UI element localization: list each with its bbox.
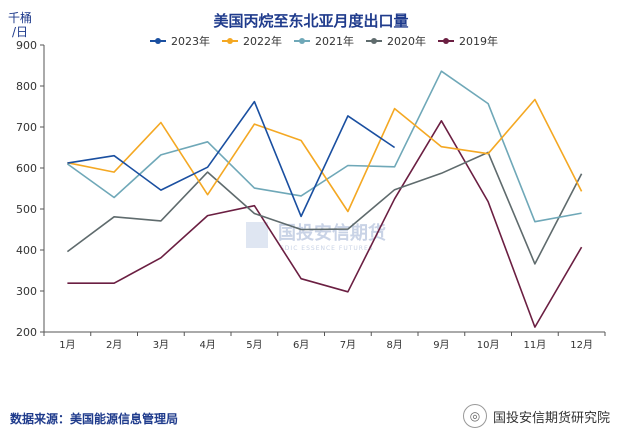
x-tick-label: 4月 — [199, 339, 215, 351]
legend-marker — [299, 38, 305, 44]
y-tick-label: 300 — [16, 285, 37, 298]
x-tick-label: 8月 — [386, 339, 402, 351]
legend-marker — [443, 38, 449, 44]
y-tick-label: 900 — [16, 39, 37, 52]
x-tick-label: 3月 — [153, 339, 169, 351]
y-tick-label: 500 — [16, 203, 37, 216]
y-tick-label: 200 — [16, 326, 37, 339]
x-tick-label: 12月 — [570, 339, 593, 351]
y-unit-line2: /日 — [12, 25, 28, 39]
brand-name: 国投安信期货研究院 — [492, 410, 610, 426]
y-tick-label: 400 — [16, 244, 37, 257]
x-tick-label: 2月 — [106, 339, 122, 351]
legend-marker — [155, 38, 161, 44]
x-tick-label: 6月 — [293, 339, 309, 351]
series-line-2022年 — [67, 98, 583, 213]
watermark-subtext: SDIC ESSENCE FUTURES — [280, 245, 374, 252]
legend: 2023年 2022年 2021年 2020年 2019年 — [150, 34, 498, 48]
x-tick-label: 10月 — [477, 339, 500, 351]
series-line-2020年 — [66, 151, 583, 265]
axes: 200 300 400 500 600 700 800 900 1月 2月 3月 4月 5月 6月 7月 8月… — [16, 39, 606, 351]
legend-label: 2021年 — [315, 34, 354, 48]
y-unit-line1: 千桶 — [8, 10, 32, 25]
series-line-2021年 — [66, 70, 582, 223]
x-tick-label: 9月 — [433, 339, 449, 351]
y-tick-label: 600 — [16, 162, 37, 175]
legend-label: 2020年 — [387, 34, 426, 48]
legend-label: 2019年 — [459, 34, 498, 48]
y-tick-label: 800 — [16, 80, 37, 93]
x-tick-label: 1月 — [59, 339, 75, 351]
chart-title: 美国丙烷至东北亚月度出口量 — [213, 12, 408, 30]
source-note: 数据来源：美国能源信息管理局 — [10, 412, 179, 426]
x-tick-label: 7月 — [340, 339, 356, 351]
legend-label: 2023年 — [171, 34, 210, 48]
y-tick-label: 700 — [16, 121, 37, 134]
series-lines — [66, 70, 583, 328]
legend-marker — [371, 38, 377, 44]
watermark: 国投安信期货 SDIC ESSENCE FUTURES — [246, 222, 386, 252]
legend-marker — [227, 38, 233, 44]
watermark-logo — [246, 222, 268, 248]
x-tick-label: 5月 — [246, 339, 262, 351]
series-line-2019年 — [67, 120, 583, 328]
wechat-icon: ◎ — [462, 404, 487, 428]
legend-label: 2022年 — [243, 34, 282, 48]
x-tick-label: 11月 — [524, 339, 547, 351]
series-line-2023年 — [67, 100, 396, 218]
watermark-text: 国投安信期货 — [278, 222, 386, 244]
brand: ◎ 国投安信期货研究院 — [462, 404, 610, 428]
